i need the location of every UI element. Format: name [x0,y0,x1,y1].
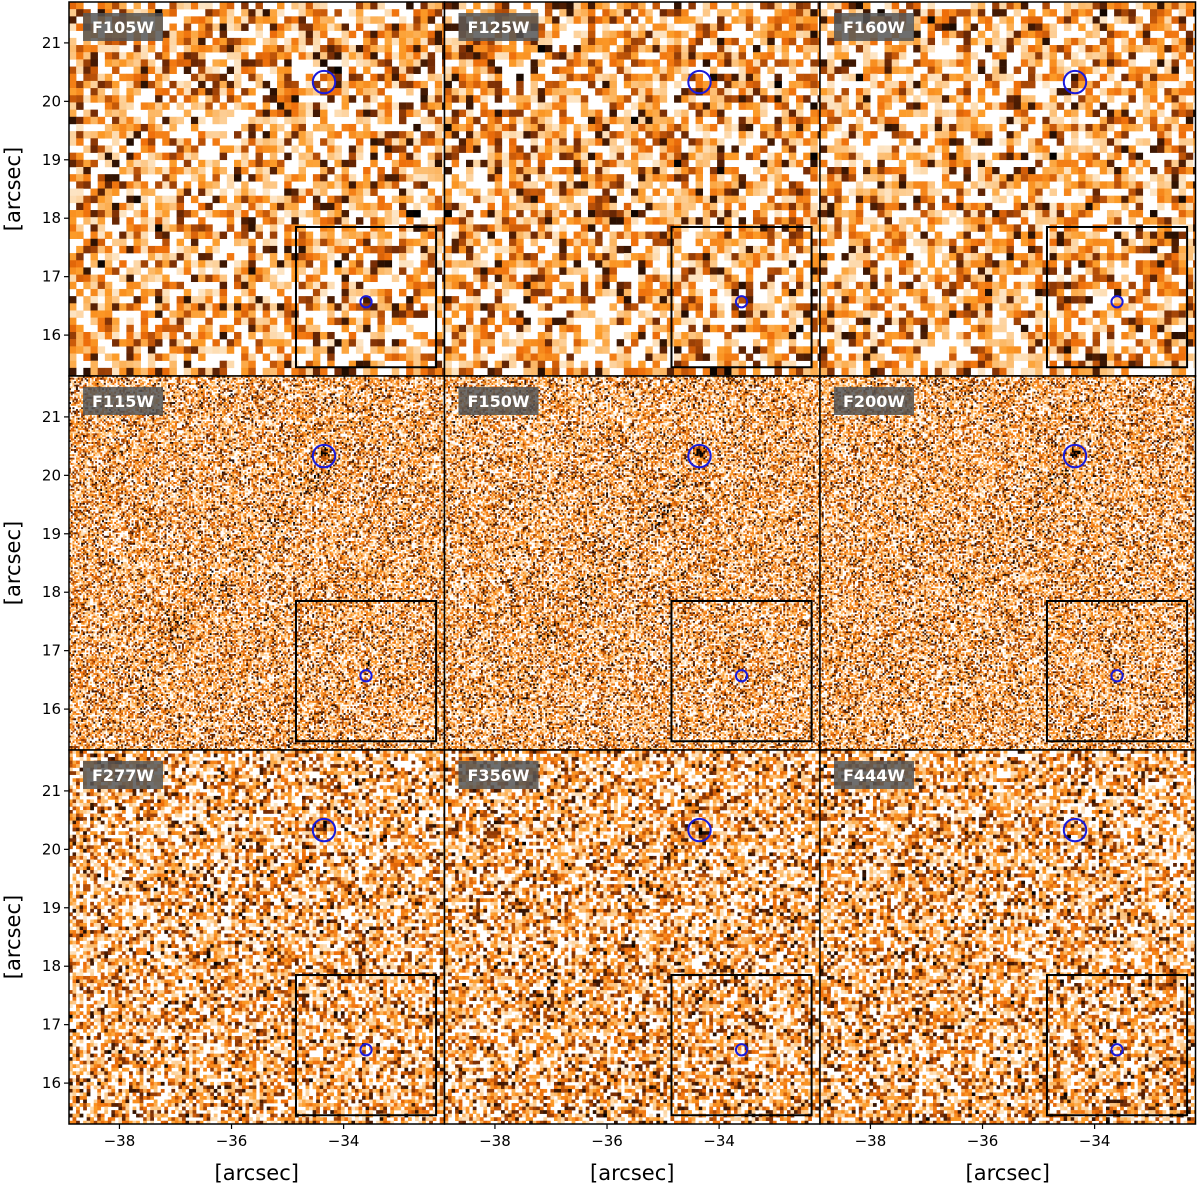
y-tick-label: 19 [42,151,61,169]
panel-f356w: F356W [445,750,823,1125]
panel-f150w: F150W [445,376,822,752]
y-tick-label: 16 [42,326,61,344]
filter-label: F200W [834,387,914,415]
x-tick-label: −34 [703,1132,735,1150]
panel-f160w: F160W [820,2,1200,382]
y-tick-label: 18 [42,583,61,601]
x-axis-label: [arcsec] [215,1161,299,1185]
x-tick-label: −36 [591,1132,623,1150]
y-axis-label: [arcsec] [1,147,25,231]
image-pixels [820,750,1198,1125]
y-tick-label: 16 [42,1074,61,1092]
x-tick-label: −36 [216,1132,248,1150]
filter-label: F125W [459,13,539,41]
y-tick-label: 21 [42,34,61,52]
y-tick-label: 21 [42,408,61,426]
y-tick-label: 17 [42,268,61,286]
x-tick-label: −38 [104,1132,136,1150]
panel-f125w: F125W [445,2,825,382]
x-tick-label: −38 [479,1132,511,1150]
x-axis-label: [arcsec] [966,1161,1050,1185]
filter-label: F160W [834,13,914,41]
filter-label: F105W [83,13,163,41]
y-axis-label: [arcsec] [1,521,25,605]
y-tick-label: 18 [42,957,61,975]
panel-f200w: F200W [820,376,1197,752]
panel-f115w: F115W [69,376,446,752]
y-tick-label: 19 [42,525,61,543]
panel-f444w: F444W [820,750,1198,1125]
filter-label: F115W [83,387,163,415]
y-tick-label: 20 [42,92,61,110]
x-tick-label: −36 [967,1132,999,1150]
y-tick-label: 20 [42,466,61,484]
panel-f277w: F277W [69,750,447,1125]
y-tick-label: 16 [42,700,61,718]
y-tick-label: 17 [42,1016,61,1034]
x-tick-label: −34 [1079,1132,1111,1150]
panel-f105w: F105W [69,2,449,382]
y-tick-label: 19 [42,899,61,917]
x-tick-label: −34 [328,1132,360,1150]
x-tick-label: −38 [855,1132,887,1150]
filter-label: F356W [459,761,539,789]
svg-text:F105W: F105W [92,18,154,37]
svg-text:F125W: F125W [468,18,530,37]
y-tick-label: 20 [42,840,61,858]
filter-label: F277W [83,761,163,789]
y-tick-label: 21 [42,782,61,800]
filter-label: F444W [834,761,914,789]
y-tick-label: 17 [42,642,61,660]
x-axis-label: [arcsec] [590,1161,674,1185]
filter-label: F150W [459,387,539,415]
y-tick-label: 18 [42,209,61,227]
y-axis-label: [arcsec] [1,895,25,979]
